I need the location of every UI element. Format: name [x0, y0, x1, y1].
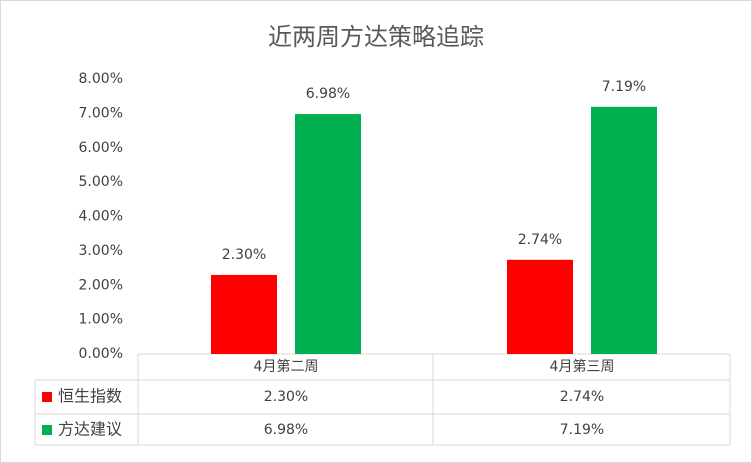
- bar: [295, 114, 361, 354]
- x-tick-label: 4月第三周: [550, 358, 615, 375]
- legend-swatch: [42, 425, 52, 435]
- chart-title: 近两周方达策略追踪: [268, 23, 484, 51]
- table-cell: 6.98%: [264, 422, 308, 438]
- table-cell: 2.30%: [264, 389, 308, 405]
- y-tick-label: 7.00%: [79, 105, 123, 121]
- table-cell: 7.19%: [560, 422, 604, 438]
- table-cell: 2.74%: [560, 389, 604, 405]
- value-label: 6.98%: [306, 86, 350, 102]
- y-tick-label: 1.00%: [79, 312, 123, 328]
- y-tick-label: 8.00%: [79, 71, 123, 87]
- bar: [591, 106, 657, 354]
- y-tick-label: 2.00%: [79, 277, 123, 293]
- y-tick-label: 0.00%: [79, 346, 123, 362]
- y-tick-label: 6.00%: [79, 140, 123, 156]
- y-tick-label: 5.00%: [79, 174, 123, 190]
- legend-label: 恒生指数: [58, 387, 122, 406]
- x-tick-label: 4月第二周: [254, 358, 319, 375]
- value-label: 7.19%: [602, 79, 646, 95]
- bar: [507, 259, 573, 354]
- y-tick-label: 3.00%: [79, 243, 123, 259]
- y-tick-label: 4.00%: [79, 209, 123, 225]
- value-label: 2.30%: [222, 247, 266, 263]
- legend-label: 方达建议: [58, 420, 122, 439]
- bar: [211, 274, 277, 354]
- value-label: 2.74%: [518, 232, 562, 248]
- legend-swatch: [42, 392, 52, 402]
